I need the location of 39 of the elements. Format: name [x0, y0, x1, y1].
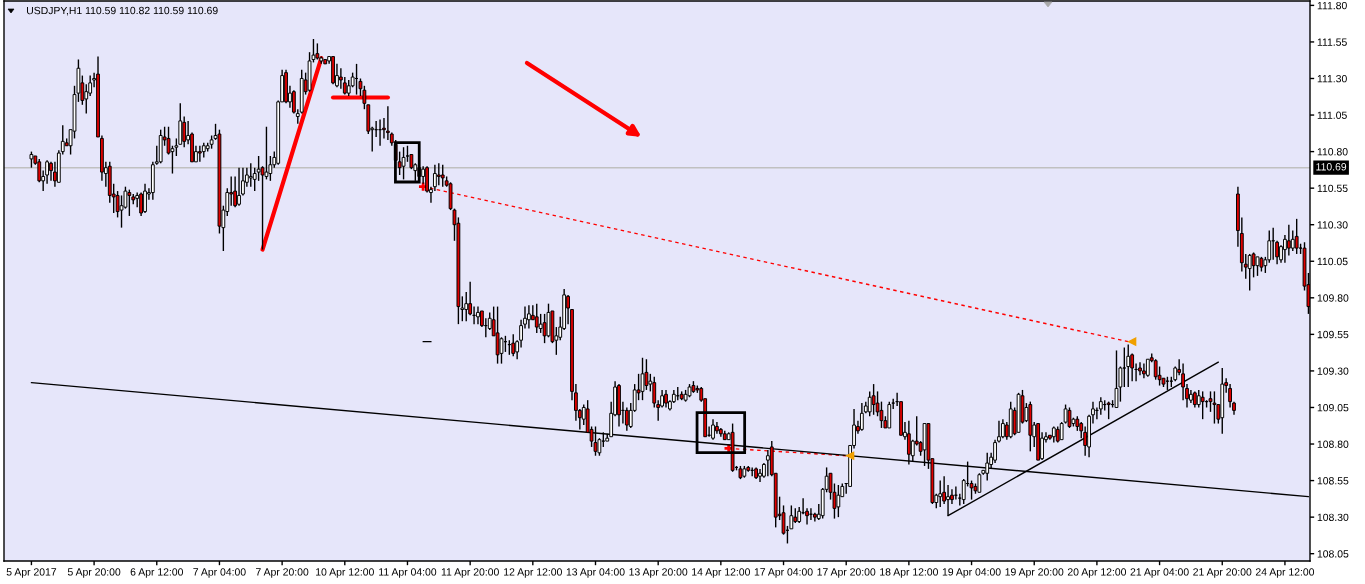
- x-tick-label: 19 Apr 20:00: [1005, 568, 1064, 578]
- y-tick-label: 108.80: [1317, 440, 1349, 448]
- y-tick-label: 108.05: [1317, 550, 1349, 558]
- x-tick-label: 7 Apr 20:00: [256, 568, 309, 578]
- y-tick-label: 108.55: [1317, 477, 1349, 485]
- y-tick-label: 111.30: [1317, 74, 1347, 83]
- x-tick-label: 12 Apr 12:00: [504, 568, 562, 578]
- chart-title: USDJPY,H1 110.59 110.82 110.59 110.69: [27, 6, 218, 16]
- x-tick-label: 19 Apr 04:00: [942, 568, 1001, 578]
- x-tick-label: 10 Apr 12:00: [316, 568, 374, 578]
- ref-line-label: 110.69: [1316, 163, 1347, 171]
- x-tick-label: 6 Apr 12:00: [130, 568, 184, 578]
- x-tick-label: 17 Apr 04:00: [754, 568, 813, 578]
- y-tick-label: 110.30: [1317, 221, 1348, 229]
- y-tick-label: 110.55: [1317, 184, 1348, 193]
- y-tick-label: 109.80: [1317, 294, 1349, 302]
- y-tick-label: 111.55: [1317, 38, 1347, 46]
- x-tick-label: 17 Apr 20:00: [817, 568, 876, 578]
- x-tick-label: 20 Apr 12:00: [1067, 568, 1127, 578]
- y-tick-label: 111.05: [1317, 111, 1347, 119]
- y-tick-label: 110.05: [1317, 257, 1348, 266]
- x-tick-label: 21 Apr 04:00: [1130, 568, 1189, 578]
- x-tick-label: 13 Apr 04:00: [566, 568, 625, 578]
- x-tick-label: 24 Apr 12:00: [1255, 568, 1315, 578]
- x-tick-label: 5 Apr 2017: [6, 568, 57, 578]
- y-tick-label: 109.55: [1317, 330, 1349, 339]
- x-tick-label: 11 Apr 20:00: [441, 568, 499, 578]
- y-tick-label: 110.80: [1317, 148, 1348, 156]
- x-tick-label: 18 Apr 12:00: [880, 568, 939, 578]
- x-tick-label: 14 Apr 12:00: [692, 568, 750, 578]
- x-tick-label: 7 Apr 04:00: [193, 568, 246, 578]
- x-tick-label: 11 Apr 04:00: [379, 568, 437, 578]
- y-tick-label: 108.30: [1317, 513, 1349, 522]
- y-tick-label: 109.05: [1317, 403, 1349, 412]
- x-tick-label: 5 Apr 20:00: [67, 568, 121, 578]
- y-tick-label: 111.80: [1317, 1, 1347, 10]
- x-tick-label: 21 Apr 20:00: [1193, 568, 1252, 578]
- y-tick-label: 109.30: [1317, 367, 1349, 375]
- x-tick-label: 13 Apr 20:00: [629, 568, 688, 578]
